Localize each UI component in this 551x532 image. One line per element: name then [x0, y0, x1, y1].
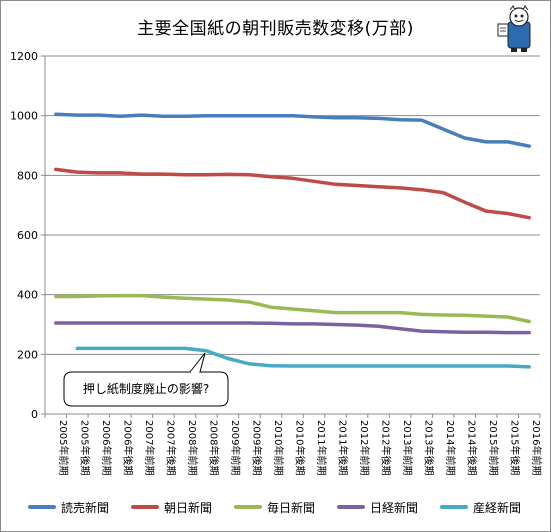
x-tick-label: 2007年後期	[164, 420, 177, 475]
y-axis-ticks: 0 200 400 600 800 1000 1200	[10, 50, 38, 421]
legend-label: 産経新聞	[473, 500, 522, 515]
x-tick-label: 2005年後期	[78, 420, 91, 475]
x-tick-label: 2016年前期	[530, 420, 543, 475]
chart-title: 主要全国紙の朝刊販売数変移(万部)	[137, 19, 414, 39]
legend-item: 日経新聞	[337, 497, 418, 517]
legend-item: 毎日新聞	[234, 497, 315, 517]
annotation-callout: 押し紙制度廃止の影響?	[63, 352, 229, 407]
legend: 読売新聞 朝日新聞 毎日新聞 日経新聞 産経新聞	[28, 497, 538, 517]
x-tick-label: 2013年後期	[423, 420, 436, 475]
x-tick-label: 2008年後期	[207, 420, 220, 475]
x-tick-label: 2012年前期	[358, 420, 371, 475]
x-tick-label: 2010年前期	[272, 420, 285, 475]
series-line-3	[54, 293, 531, 324]
x-tick-label: 2015年後期	[509, 420, 522, 475]
legend-label: 毎日新聞	[267, 500, 316, 515]
y-tick-label: 0	[31, 408, 38, 421]
x-tick-label: 2014年後期	[466, 420, 479, 475]
callout-shape	[63, 371, 229, 407]
x-tick-label: 2008年前期	[186, 420, 199, 475]
legend-swatch	[28, 505, 56, 509]
series-line-5	[75, 346, 531, 369]
y-tick-label: 800	[17, 169, 38, 182]
axes	[41, 55, 541, 418]
mascot-illustration	[497, 5, 531, 52]
series-line-2	[54, 167, 531, 220]
x-tick-label: 2009年後期	[250, 420, 263, 475]
x-tick-label: 2011年後期	[337, 420, 350, 475]
series-lines	[54, 112, 531, 369]
y-tick-label: 400	[17, 289, 38, 302]
x-tick-label: 2007年前期	[143, 420, 156, 475]
x-tick-label: 2009年前期	[229, 420, 242, 475]
x-tick-label: 2014年前期	[444, 420, 457, 475]
x-tick-label: 2013年前期	[401, 420, 414, 475]
y-tick-label: 1000	[10, 110, 38, 123]
x-tick-label: 2006年前期	[100, 420, 113, 475]
legend-label: 朝日新聞	[164, 500, 213, 515]
series-line-1	[54, 112, 531, 148]
legend-item: 読売新聞	[28, 497, 109, 517]
y-tick-label: 200	[17, 348, 38, 361]
callout-pointer	[189, 352, 206, 373]
legend-label: 日経新聞	[370, 500, 419, 515]
legend-label: 読売新聞	[61, 500, 110, 515]
x-tick-label: 2015年前期	[487, 420, 500, 475]
y-tick-label: 600	[17, 229, 38, 242]
x-tick-label: 2006年後期	[121, 420, 134, 475]
legend-item: 朝日新聞	[131, 497, 212, 517]
x-tick-label: 2011年前期	[315, 420, 328, 475]
annotation-text: 押し紙制度廃止の影響?	[83, 381, 209, 396]
series-line-4	[54, 321, 531, 335]
y-tick-label: 1200	[10, 50, 38, 63]
legend-swatch	[234, 505, 262, 509]
x-tick-label: 2005年前期	[57, 420, 70, 475]
legend-swatch	[337, 505, 365, 509]
x-axis-ticks: 2005年前期 2005年後期 2006年前期 2006年後期 2007年前期 2007年…	[57, 420, 543, 475]
legend-swatch	[131, 505, 159, 509]
legend-item: 産経新聞	[440, 497, 521, 517]
legend-swatch	[440, 505, 468, 509]
x-tick-label: 2010年後期	[294, 420, 307, 475]
x-tick-label: 2012年後期	[380, 420, 393, 475]
